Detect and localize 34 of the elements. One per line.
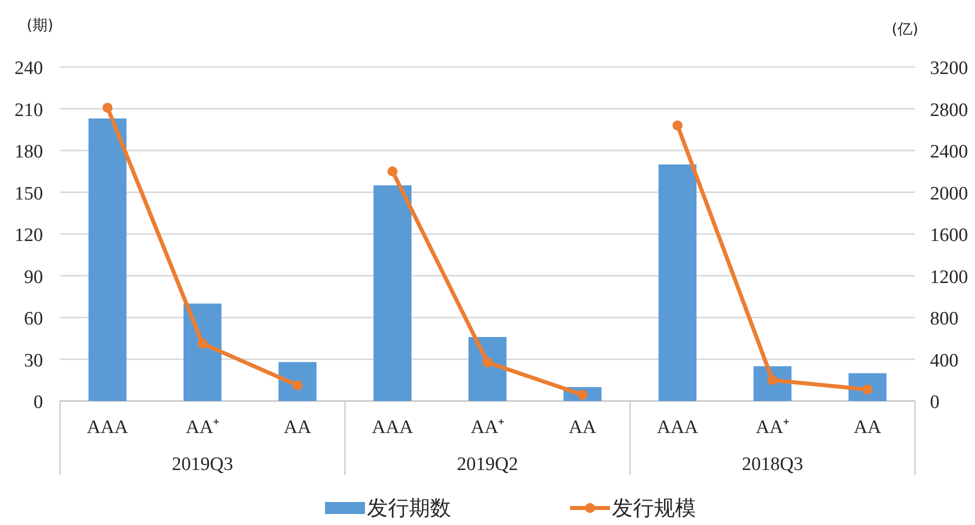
legend: 发行期数 <box>367 496 451 520</box>
y2tick: 2000 <box>930 183 968 204</box>
xtick: AA⁺ <box>470 417 504 438</box>
y2tick: 800 <box>930 308 958 330</box>
ytick: 0 <box>34 392 43 413</box>
y2tick: 2800 <box>930 100 968 121</box>
ytick: 210 <box>14 100 43 121</box>
ytick: 180 <box>14 142 43 162</box>
ylabel: (期) <box>26 16 54 34</box>
ytick: 150 <box>14 183 43 204</box>
xtick: AA <box>854 417 882 438</box>
y2tick: 0 <box>930 392 940 413</box>
xtick: AA⁺ <box>756 417 790 438</box>
group-label: 2018Q3 <box>742 454 804 475</box>
legend: 发行规模 <box>612 496 696 520</box>
y2label: (亿) <box>892 20 918 38</box>
group-label: 2019Q2 <box>456 454 518 475</box>
y2tick: 3200 <box>930 58 968 79</box>
y2tick: 400 <box>930 350 958 372</box>
ytick: 240 <box>14 58 43 79</box>
xtick: AAA <box>86 417 128 438</box>
xtick: AA <box>568 417 596 438</box>
ytick: 60 <box>24 308 43 330</box>
ytick: 90 <box>24 266 43 288</box>
y2tick: 2400 <box>930 142 968 162</box>
ytick: 30 <box>24 350 43 372</box>
y2tick: 1600 <box>930 225 968 246</box>
xtick: AA <box>284 417 312 438</box>
xtick: AAA <box>656 417 698 438</box>
group-label: 2019Q3 <box>172 454 234 475</box>
ytick: 120 <box>14 225 43 246</box>
xtick: AAA <box>372 417 414 438</box>
y2tick: 1200 <box>930 266 968 288</box>
xtick: AA⁺ <box>186 417 220 438</box>
